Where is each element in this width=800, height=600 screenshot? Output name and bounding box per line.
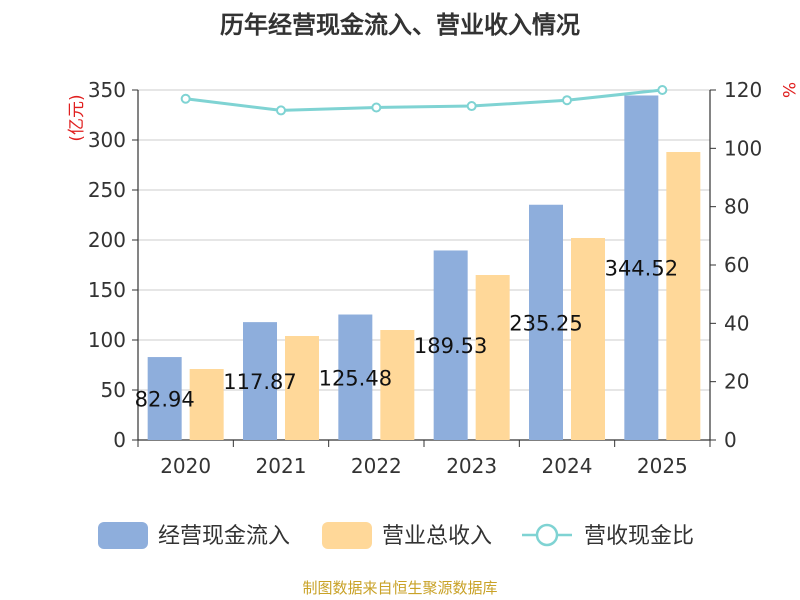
x-tick-label: 2022: [351, 454, 402, 478]
right-tick-label: 60: [724, 253, 749, 277]
bar-revenue: [666, 152, 701, 440]
chart-title: 历年经营现金流入、营业收入情况: [220, 11, 580, 39]
bar-cash-inflow: [529, 204, 563, 440]
source-note: 制图数据来自恒生聚源数据库: [302, 579, 497, 597]
x-axis-ticks: 2020 2021 2022 2023 2024 2025: [137, 440, 711, 478]
left-tick-label: 200: [88, 228, 126, 252]
legend-label-ratio: 营收现金比: [584, 524, 694, 549]
bar-cash-inflow: [243, 322, 277, 440]
left-tick-label: 250: [88, 178, 126, 202]
ratio-point: [466, 101, 477, 112]
x-tick-label: 2024: [542, 454, 593, 478]
bar-revenue: [380, 330, 415, 440]
left-axis-unit: (亿元): [67, 94, 87, 141]
bar-cash-inflow: [147, 357, 182, 440]
bars: [147, 95, 701, 440]
ratio-line-path: [185, 88, 663, 112]
x-tick-label: 2020: [160, 454, 211, 478]
left-axis-ticks: 0 50 100 150 200 250 300 350: [88, 78, 138, 452]
ratio-point: [180, 93, 191, 104]
data-label: 117.87: [223, 370, 296, 394]
left-tick-label: 50: [101, 378, 126, 402]
data-label: 235.25: [509, 311, 582, 335]
legend-swatch-revenue: [322, 522, 372, 549]
grid-lines: [138, 89, 710, 391]
right-tick-label: 40: [724, 311, 749, 335]
legend-swatch-cash-inflow: [98, 522, 148, 549]
ratio-line: [180, 85, 668, 116]
data-label: 125.48: [319, 366, 392, 390]
ratio-point: [562, 95, 572, 106]
bar-cash-inflow: [624, 95, 659, 440]
bar-revenue: [571, 238, 605, 440]
x-tick-label: 2021: [256, 454, 307, 478]
ratio-point: [276, 105, 286, 116]
data-label: 82.94: [135, 388, 195, 412]
right-tick-label: 120: [724, 78, 762, 102]
right-axis-unit: %: [778, 82, 798, 98]
bar-revenue: [475, 275, 510, 440]
bar-revenue: [285, 336, 319, 440]
x-tick-label: 2025: [637, 454, 688, 478]
ratio-point: [657, 85, 668, 95]
legend: 经营现金流入 营业总收入 营收现金比: [98, 522, 694, 549]
left-tick-label: 0: [113, 428, 126, 452]
right-tick-label: 100: [724, 136, 762, 160]
x-tick-label: 2023: [446, 454, 497, 478]
right-tick-label: 80: [724, 195, 749, 219]
legend-marker-ratio: [535, 523, 559, 547]
legend-label-cash-inflow: 经营现金流入: [158, 524, 290, 549]
left-tick-label: 300: [88, 128, 126, 152]
legend-label-revenue: 营业总收入: [382, 524, 492, 549]
bar-cash-inflow: [433, 250, 468, 440]
right-tick-label: 0: [724, 428, 737, 452]
bar-cash-inflow: [338, 314, 373, 440]
data-labels: 82.94 117.87 125.48 189.53 235.25 344.52: [135, 257, 678, 412]
left-tick-label: 100: [88, 328, 126, 352]
right-axis-ticks: 0 20 40 60 80 100 120: [710, 78, 762, 452]
bar-revenue: [189, 369, 224, 440]
data-label: 189.53: [414, 334, 487, 358]
right-tick-label: 20: [724, 370, 749, 394]
ratio-point: [371, 102, 382, 113]
left-tick-label: 150: [88, 278, 126, 302]
data-label: 344.52: [605, 257, 678, 281]
left-tick-label: 350: [88, 78, 126, 102]
